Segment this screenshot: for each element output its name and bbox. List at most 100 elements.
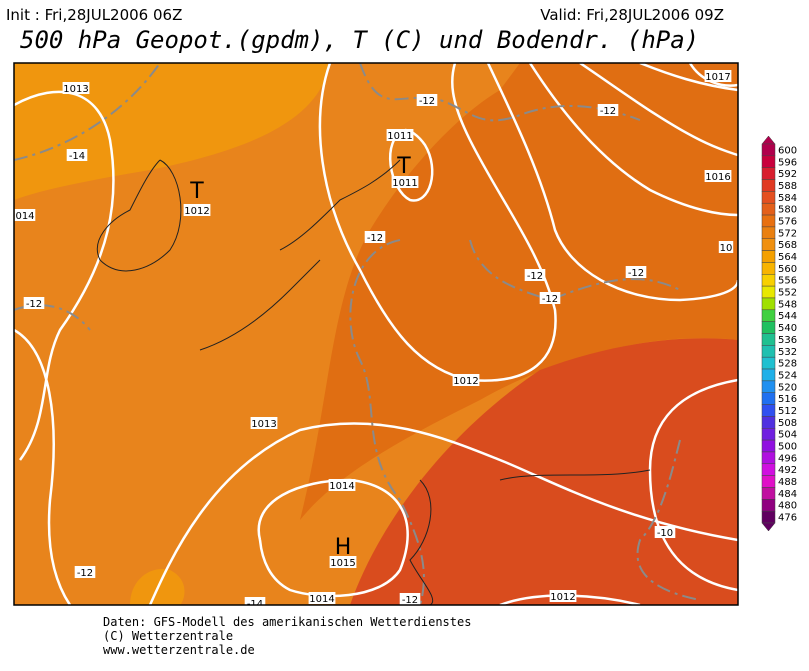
colorbar-swatch [761, 416, 776, 429]
contour-label: 014 [15, 211, 34, 222]
colorbar-swatch [761, 368, 776, 382]
label-box [391, 176, 419, 188]
label-box [524, 269, 546, 281]
colorbar-swatch [761, 499, 776, 512]
colorbar-swatch [761, 202, 776, 216]
colorbar-label: 524 [778, 370, 797, 381]
contour-label: 1011 [387, 131, 412, 142]
contour-label: 1013 [251, 419, 276, 430]
contour-label: 1015 [330, 558, 355, 569]
colorbar-swatch [761, 380, 776, 393]
contour-label: -10 [657, 528, 673, 539]
label-box [364, 231, 386, 243]
contour-label: 1017 [705, 72, 730, 83]
contour-label: -12 [419, 96, 435, 107]
label-box [329, 556, 357, 568]
contour-label: -12 [527, 271, 543, 282]
colorbar-label: 560 [778, 264, 797, 275]
colorbar-swatch [761, 345, 776, 358]
contour-label: -12 [628, 268, 644, 279]
label-box [62, 82, 90, 94]
contour-label: -12 [367, 233, 383, 244]
pressure-center: T [396, 154, 411, 179]
contour-label: 10 [720, 243, 733, 254]
colorbar-swatch [761, 274, 776, 287]
label-box [549, 590, 577, 602]
colorbar-label: 476 [778, 513, 797, 524]
colorbar-swatch [761, 262, 776, 275]
colorbar-swatch [761, 250, 776, 263]
colorbar-bottom-arrow [761, 522, 776, 532]
colorbar-label: 576 [778, 216, 797, 227]
colorbar-label: 572 [778, 228, 797, 239]
label-box [539, 292, 561, 304]
label-box [14, 209, 36, 221]
colorbar-swatch [761, 333, 776, 346]
colorbar: 6005965925885845805765725685645605565525… [761, 135, 797, 532]
contour-label: -14 [69, 151, 85, 162]
label-box [244, 597, 266, 605]
label-box [183, 204, 211, 216]
contour-label: -12 [77, 568, 93, 579]
colorbar-swatch [761, 191, 776, 204]
label-box [654, 526, 676, 538]
label-box [597, 104, 619, 116]
contour-label: 1014 [329, 481, 354, 492]
colorbar-swatch [761, 309, 776, 322]
contour-label: 1011 [392, 178, 417, 189]
label-box [74, 566, 96, 578]
colorbar-swatch [761, 285, 776, 299]
label-box [23, 297, 45, 309]
colorbar-label: 588 [778, 181, 797, 192]
colorbar-label: 512 [778, 406, 797, 417]
label-box [386, 129, 414, 141]
colorbar-label: 516 [778, 394, 797, 405]
pressure-center: T [189, 179, 204, 204]
pressure-center: H [335, 535, 352, 560]
colorbar-swatch [761, 428, 776, 441]
label-box [718, 241, 734, 253]
colorbar-swatch [761, 167, 776, 180]
valid-time: Valid: Fri,28JUL2006 09Z [540, 6, 724, 24]
label-box [328, 479, 356, 491]
field-red [350, 338, 738, 605]
contour-label: -12 [542, 294, 558, 305]
colorbar-label: 592 [778, 169, 797, 180]
footer-line: www.wetterzentrale.de [103, 643, 255, 657]
colorbar-top-arrow [761, 135, 776, 145]
contour-label: -12 [26, 299, 42, 310]
colorbar-label: 528 [778, 359, 797, 370]
footer-line: Daten: GFS-Modell des amerikanischen Wet… [103, 615, 471, 629]
colorbar-label: 508 [778, 418, 797, 429]
label-box [308, 592, 336, 604]
colorbar-swatch [761, 487, 776, 500]
label-box [704, 70, 732, 82]
label-box [66, 149, 88, 161]
colorbar-swatch [761, 439, 776, 453]
colorbar-swatch [761, 404, 776, 417]
footer-line: (C) Wetterzentrale [103, 629, 233, 643]
colorbar-label: 544 [778, 311, 797, 322]
colorbar-label: 500 [778, 442, 797, 453]
coastlines [96, 159, 651, 605]
label-box [416, 94, 438, 106]
label-box [625, 266, 647, 278]
colorbar-label: 596 [778, 157, 797, 168]
contour-label: -12 [600, 106, 616, 117]
colorbar-swatch [761, 392, 776, 405]
label-box [704, 170, 732, 182]
colorbar-swatch [761, 356, 776, 370]
colorbar-label: 492 [778, 465, 797, 476]
colorbar-swatch [761, 179, 776, 192]
contour-label: 1013 [63, 84, 88, 95]
colorbar-label: 584 [778, 193, 797, 204]
colorbar-swatch [761, 226, 776, 239]
colorbar-swatch [761, 143, 776, 157]
map-title: 500 hPa Geopot.(gpdm), T (C) und Bodendr… [20, 26, 699, 54]
colorbar-label: 532 [778, 347, 797, 358]
map-area: 1013-14T1012014-121011T1011-12-12101610-… [14, 63, 738, 605]
map-labels: 1013-14T1012014-121011T1011-12-12101610-… [14, 70, 734, 605]
colorbar-label: 484 [778, 489, 797, 500]
colorbar-swatch [761, 510, 776, 524]
